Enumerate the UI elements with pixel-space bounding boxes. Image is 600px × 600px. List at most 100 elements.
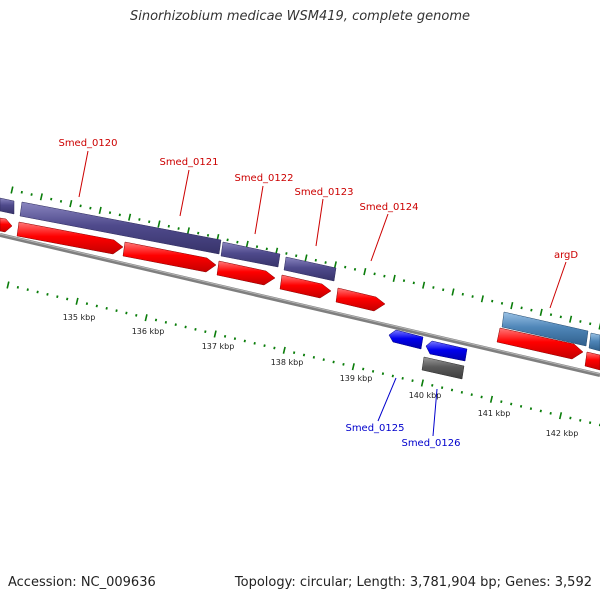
inner-ring-minor-tick	[164, 320, 168, 324]
outer-ring-major-tick	[69, 200, 73, 208]
label-smed-0126: Smed_0126	[401, 438, 460, 449]
gene-bar-right-edge	[588, 332, 600, 352]
inner-ring-minor-tick	[450, 388, 454, 392]
outer-ring-minor-tick	[236, 240, 239, 244]
outer-ring-major-tick	[392, 274, 396, 282]
inner-ring-minor-tick	[549, 411, 552, 415]
kbp-label-140: 140 kbp	[409, 391, 442, 400]
inner-ring-minor-tick	[371, 369, 375, 373]
inner-ring-minor-tick	[431, 383, 434, 387]
outer-ring-major-tick	[539, 308, 543, 316]
gene-bar-smed-0126	[421, 356, 465, 380]
inner-ring-minor-tick	[125, 311, 128, 315]
outer-ring-minor-tick	[206, 233, 210, 237]
kbp-label-136: 136 kbp	[132, 327, 165, 336]
inner-ring-minor-tick	[579, 418, 582, 422]
inner-ring-minor-tick	[362, 367, 365, 371]
label-smed-0121: Smed_0121	[159, 157, 218, 168]
inner-ring-major-tick	[558, 412, 563, 420]
inner-ring-minor-tick	[519, 404, 523, 408]
outer-ring-minor-tick	[265, 247, 268, 251]
kbp-label-135: 135 kbp	[63, 313, 96, 322]
outer-tick-ring	[10, 186, 600, 330]
outer-ring-minor-tick	[373, 272, 376, 276]
outer-ring-minor-tick	[138, 218, 141, 221]
outer-ring-major-tick	[98, 206, 102, 214]
outer-ring-major-tick	[333, 261, 337, 269]
kbp-scale-labels: 135 kbp 136 kbp 137 kbp 138 kbp 139 kbp …	[63, 313, 579, 438]
inner-ring-major-tick	[351, 363, 355, 371]
cds-arrow-smed-0120	[16, 221, 124, 255]
label-argd: argD	[554, 250, 578, 261]
inner-ring-major-tick	[489, 395, 494, 403]
outer-ring-minor-tick	[383, 274, 386, 278]
outer-ring-major-tick	[186, 227, 190, 235]
inner-ring-minor-tick	[529, 407, 533, 411]
outer-ring-minor-tick	[530, 308, 533, 312]
inner-ring-minor-tick	[322, 358, 325, 362]
outer-ring-major-tick	[451, 288, 455, 296]
outer-ring-minor-tick	[589, 322, 592, 326]
inner-ring-minor-tick	[401, 376, 404, 380]
outer-ring-major-tick	[569, 315, 573, 323]
label-smed-0125: Smed_0125	[345, 423, 404, 434]
outer-ring-major-tick	[480, 295, 484, 303]
inner-ring-minor-tick	[95, 304, 98, 308]
outer-ring-minor-tick	[579, 320, 582, 323]
inner-ring-minor-tick	[588, 421, 592, 425]
inner-ring-minor-tick	[342, 362, 345, 366]
inner-ring-minor-tick	[500, 400, 503, 404]
inner-ring-minor-tick	[510, 402, 513, 406]
kbp-label-141: 141 kbp	[478, 409, 511, 418]
outer-ring-minor-tick	[324, 261, 327, 264]
outer-ring-minor-tick	[549, 313, 553, 317]
outer-ring-minor-tick	[79, 204, 82, 208]
inner-ring-minor-tick	[253, 341, 256, 345]
inner-ring-minor-tick	[204, 330, 207, 334]
inner-tick-ring	[6, 281, 600, 427]
gene-bar-left-edge	[0, 197, 15, 215]
label-smed-0124: Smed_0124	[359, 202, 418, 213]
inner-ring-minor-tick	[292, 351, 296, 355]
outer-ring-minor-tick	[461, 292, 464, 296]
outer-ring-major-tick	[363, 268, 367, 276]
forward-gene-track	[0, 197, 600, 352]
inner-ring-major-tick	[213, 330, 217, 338]
inner-ring-major-tick	[75, 297, 79, 305]
outer-ring-minor-tick	[353, 267, 357, 271]
reverse-feature-track	[388, 329, 468, 380]
label-leader-lines	[78, 150, 567, 437]
inner-ring-major-tick	[282, 346, 286, 354]
inner-ring-minor-tick	[569, 416, 572, 420]
kbp-label-137: 137 kbp	[202, 342, 235, 351]
inner-ring-minor-tick	[135, 313, 138, 317]
outer-ring-major-tick	[510, 302, 514, 310]
cds-arrow-argd	[496, 327, 584, 360]
outer-ring-minor-tick	[442, 288, 445, 292]
leader-smed-0126	[432, 388, 438, 437]
leader-argd	[549, 261, 567, 309]
inner-ring-minor-tick	[391, 374, 394, 378]
genome-summary-text: Topology: circular; Length: 3,781,904 bp…	[234, 575, 592, 590]
forward-cds-track	[0, 217, 600, 371]
inner-ring-minor-tick	[66, 297, 69, 301]
inner-ring-minor-tick	[332, 360, 335, 364]
outer-ring-minor-tick	[412, 281, 415, 285]
label-smed-0120: Smed_0120	[58, 138, 117, 149]
inner-ring-minor-tick	[263, 344, 266, 348]
kbp-label-142: 142 kbp	[546, 429, 579, 438]
cds-arrow-smed-0126	[425, 340, 468, 362]
outer-ring-minor-tick	[314, 258, 317, 262]
outer-ring-major-tick	[39, 193, 43, 201]
inner-ring-minor-tick	[460, 390, 464, 394]
inner-ring-minor-tick	[194, 327, 197, 331]
outer-ring-minor-tick	[402, 279, 406, 283]
inner-ring-minor-tick	[46, 292, 49, 296]
outer-ring-minor-tick	[177, 227, 180, 230]
outer-ring-minor-tick	[255, 245, 259, 249]
outer-ring-major-tick	[598, 322, 600, 330]
inner-ring-major-tick	[144, 314, 148, 322]
outer-ring-minor-tick	[148, 220, 151, 224]
outer-ring-minor-tick	[108, 211, 112, 215]
